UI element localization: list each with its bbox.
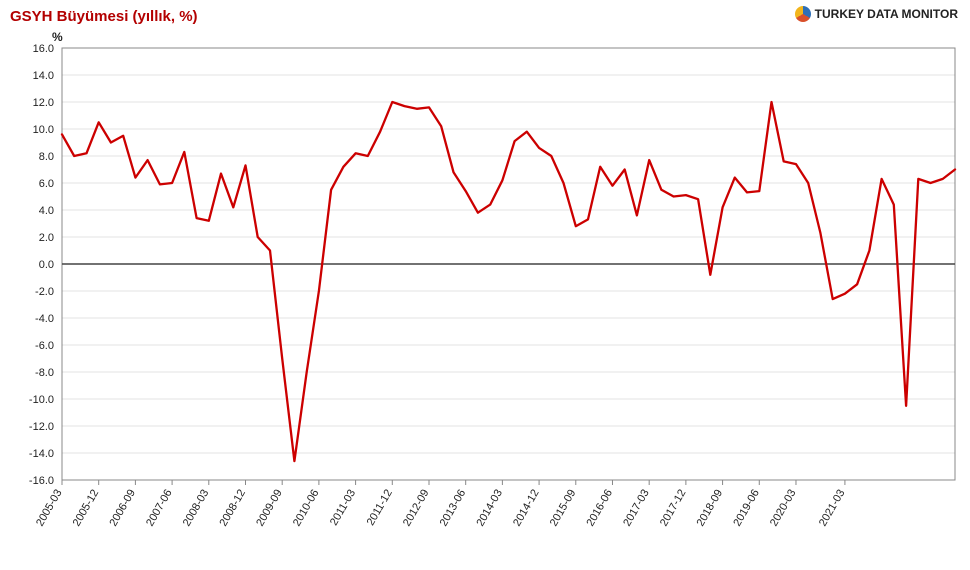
y-tick-label: 4.0 — [39, 205, 54, 217]
y-tick-label: -6.0 — [35, 340, 54, 352]
line-chart: -16.0 -14.0 -12.0 -10.0 -8.0 -6.0 -4.0 -2.0 0.0 2… — [0, 0, 970, 570]
y-tick-label: 12.0 — [33, 97, 54, 109]
x-tick-label: 2008-12 — [218, 488, 249, 529]
y-tick-label: -8.0 — [35, 367, 54, 379]
y-tick-label: 14.0 — [33, 70, 54, 82]
y-tick-label: -2.0 — [35, 286, 54, 298]
y-tick-label: 16.0 — [33, 43, 54, 55]
y-tick-label: 6.0 — [39, 178, 54, 190]
y-tick-label: -12.0 — [29, 421, 54, 433]
y-tick-label: -14.0 — [29, 448, 54, 460]
y-tick-label: 0.0 — [39, 259, 54, 271]
x-tick-label: 2010-06 — [291, 488, 322, 529]
x-tick-label: 2005-03 — [34, 488, 65, 529]
x-tick-label: 2005-12 — [71, 488, 102, 529]
x-tick-label: 2013-06 — [438, 488, 469, 529]
x-tick-label: 2014-03 — [474, 487, 505, 528]
x-tick-label: 2009-09 — [254, 488, 285, 529]
y-tick-label: -10.0 — [29, 394, 54, 406]
x-tick-label: 2017-12 — [658, 488, 689, 529]
x-tick-label: 2021-03 — [817, 488, 848, 529]
chart-container: { "title": "GSYH Büyümesi (yıllık, %)", … — [0, 0, 970, 570]
x-tick-label: 2014-12 — [511, 488, 542, 529]
y-tick-label: -4.0 — [35, 313, 54, 325]
y-tick-label: 2.0 — [39, 232, 54, 244]
y-tick-label: -16.0 — [29, 475, 54, 487]
x-tick-label: 2018-09 — [695, 488, 726, 529]
y-tick-label: 10.0 — [33, 124, 54, 136]
x-tick-label: 2012-09 — [401, 488, 432, 529]
y-tick-label: 8.0 — [39, 151, 54, 163]
x-tick-label: 2008-03 — [181, 488, 212, 529]
x-tick-label: 2017-03 — [621, 488, 652, 529]
x-tick-label: 2007-06 — [144, 488, 175, 529]
x-tick-label: 2006-09 — [107, 488, 138, 529]
x-tick-label: 2016-06 — [584, 488, 615, 529]
x-tick-label: 2011-03 — [328, 488, 358, 528]
x-tick-label: 2015-09 — [548, 488, 579, 529]
x-tick-label: 2011-12 — [365, 488, 395, 528]
x-tick-label: 2020-03 — [768, 488, 799, 529]
x-tick-label: 2019-06 — [731, 488, 762, 529]
